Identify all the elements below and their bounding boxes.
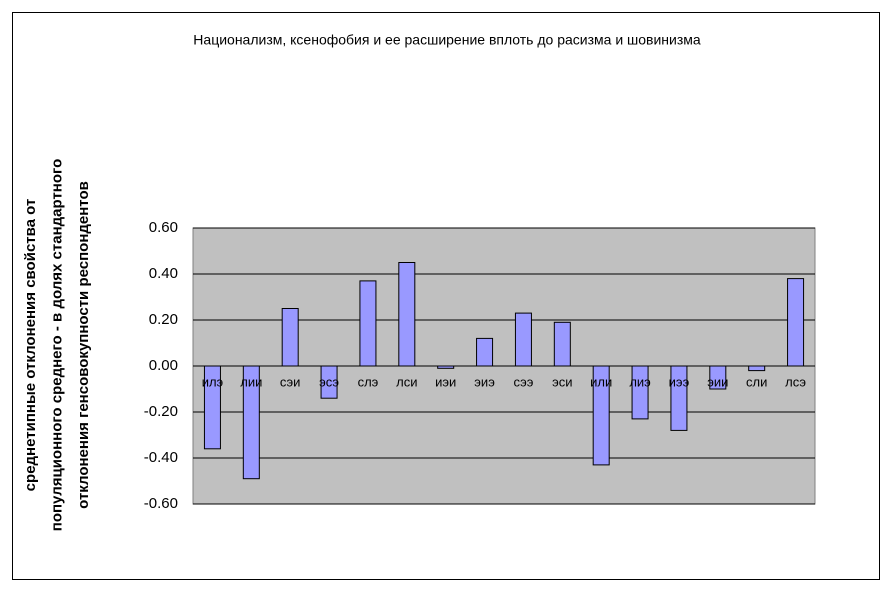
x-tick-label: или bbox=[590, 374, 612, 389]
bar bbox=[787, 278, 805, 367]
bar bbox=[553, 321, 571, 367]
x-tick-label: эии bbox=[707, 374, 728, 389]
bar bbox=[398, 262, 416, 367]
x-tick-label: лси bbox=[396, 374, 417, 389]
x-tick-label: лиэ bbox=[629, 374, 651, 389]
y-tick-label: -0.60 bbox=[144, 495, 178, 512]
y-axis-title-line: среднетипные отклонения свойства от bbox=[22, 199, 39, 492]
x-tick-label: слэ bbox=[358, 374, 379, 389]
x-tick-label: иэи bbox=[435, 374, 456, 389]
x-tick-label: лии bbox=[240, 374, 262, 389]
bar bbox=[592, 365, 610, 466]
bar bbox=[748, 365, 766, 372]
x-tick-label: эсэ bbox=[319, 374, 339, 389]
bar bbox=[281, 308, 299, 367]
x-tick-label: эиэ bbox=[474, 374, 495, 389]
bar bbox=[476, 337, 494, 367]
bar bbox=[709, 365, 727, 390]
bar bbox=[242, 365, 260, 480]
x-tick-label: сли bbox=[746, 374, 767, 389]
x-tick-label: сээ bbox=[513, 374, 533, 389]
y-tick-label: 0.00 bbox=[149, 357, 178, 374]
bar bbox=[437, 365, 455, 369]
bar bbox=[514, 312, 532, 367]
chart-title: Национализм, ксенофобия и ее расширение … bbox=[193, 32, 701, 48]
x-tick-label: илэ bbox=[202, 374, 224, 389]
bar bbox=[359, 280, 377, 367]
y-axis-title-line: отклонения генсовокупности респондентов bbox=[75, 181, 92, 509]
x-tick-label: эси bbox=[552, 374, 572, 389]
y-tick-label: -0.20 bbox=[144, 403, 178, 420]
y-tick-label: 0.20 bbox=[149, 311, 178, 328]
bar bbox=[320, 365, 338, 399]
bar bbox=[203, 365, 221, 450]
bar bbox=[631, 365, 649, 420]
x-tick-label: иээ bbox=[669, 374, 690, 389]
y-axis-title-line: популяционного среднего - в долях станда… bbox=[48, 159, 65, 531]
y-tick-label: 0.60 bbox=[149, 219, 178, 236]
x-tick-label: лсэ bbox=[785, 374, 806, 389]
y-axis-title: среднетипные отклонения свойства от попул… bbox=[22, 159, 92, 531]
y-tick-label: 0.40 bbox=[149, 265, 178, 282]
x-tick-label: сэи bbox=[280, 374, 301, 389]
bar bbox=[670, 365, 688, 431]
y-tick-label: -0.40 bbox=[144, 449, 178, 466]
